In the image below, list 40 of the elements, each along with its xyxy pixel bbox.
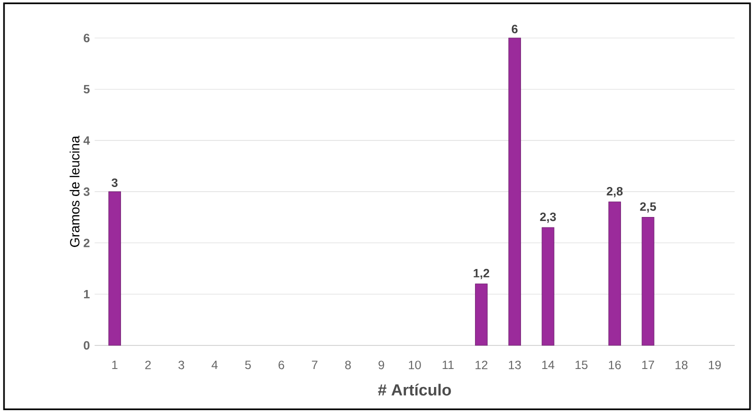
bar <box>475 284 488 346</box>
y-tick-label: 3 <box>84 187 90 196</box>
data-label: 6 <box>512 24 518 34</box>
bar <box>108 191 121 346</box>
x-tick-label: 3 <box>178 360 184 370</box>
bar <box>542 227 554 346</box>
y-tick-label: 4 <box>83 136 90 145</box>
y-tick-label: 0 <box>84 341 90 350</box>
data-label: 2,5 <box>640 202 656 213</box>
data-label: 2,8 <box>606 186 623 198</box>
x-tick-label: 6 <box>278 360 284 370</box>
x-tick-label: 13 <box>508 360 521 370</box>
y-axis-title: Gramos de leucina <box>70 136 80 247</box>
x-tick-label: 11 <box>442 360 454 369</box>
x-tick-label: 17 <box>642 360 654 369</box>
data-label: 1,2 <box>474 268 490 280</box>
data-label: 3 <box>112 178 118 187</box>
y-tick-label: 6 <box>84 34 90 42</box>
x-tick-label: 12 <box>476 360 488 370</box>
bar <box>608 202 621 346</box>
y-tick-label: 5 <box>84 85 90 94</box>
x-tick-label: 10 <box>408 360 421 370</box>
x-tick-label: 7 <box>312 360 318 369</box>
bar <box>508 38 521 346</box>
x-tick-label: 8 <box>345 360 351 370</box>
x-tick-label: 5 <box>245 360 251 370</box>
x-tick-label: 16 <box>608 360 621 370</box>
y-tick-label: 2 <box>84 238 90 248</box>
x-tick-label: 4 <box>212 360 218 369</box>
x-tick-label: 14 <box>542 360 554 369</box>
data-label: 2,3 <box>540 212 556 223</box>
x-tick-label: 19 <box>708 360 721 370</box>
x-tick-label: 18 <box>676 360 688 370</box>
x-axis-title: # Artículo <box>378 384 451 396</box>
bar <box>642 217 654 346</box>
x-tick-label: 1 <box>112 360 118 369</box>
x-tick-label: 2 <box>145 360 151 370</box>
x-tick-label: 15 <box>576 360 588 370</box>
x-tick-label: 9 <box>378 360 384 370</box>
y-tick-label: 1 <box>84 290 90 298</box>
